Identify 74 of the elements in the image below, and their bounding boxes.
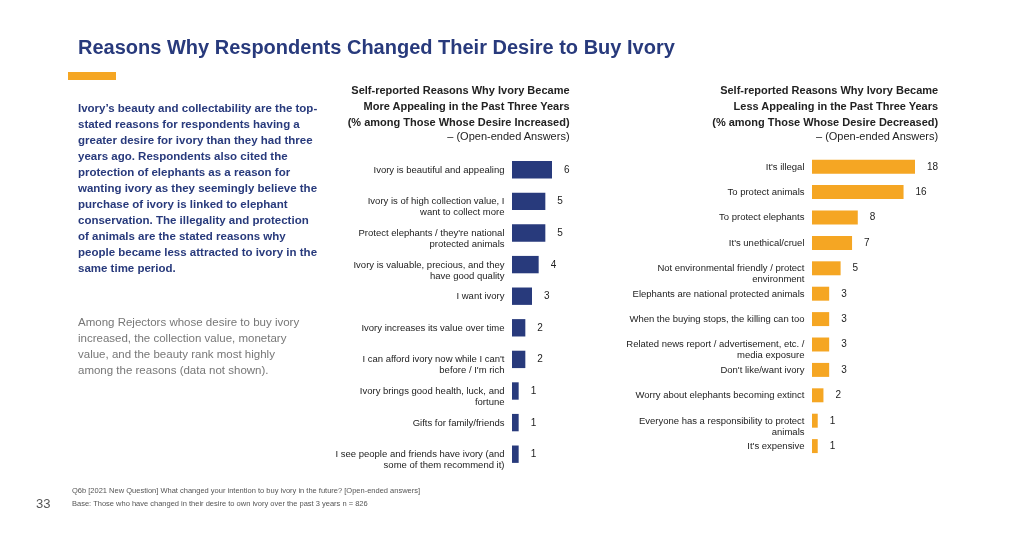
- bar: [512, 319, 526, 337]
- data-label: 1: [530, 416, 537, 428]
- y-tick-label: It's illegal: [765, 160, 805, 172]
- data-label: 4: [550, 258, 557, 270]
- bar: [512, 382, 519, 400]
- bar: [512, 192, 546, 211]
- y-tick-label: I can afford ivory now while I can't before / I'm rich: [362, 353, 505, 376]
- data-label: 5: [557, 195, 564, 207]
- data-label: 18: [927, 160, 939, 172]
- bar: [512, 287, 532, 305]
- bar: [812, 312, 830, 327]
- y-tick-label: Worry about elephants becoming extinct: [635, 389, 805, 401]
- data-label: 5: [852, 262, 859, 274]
- bar: [812, 413, 818, 428]
- bar: [812, 159, 915, 174]
- data-label: 5: [557, 227, 564, 238]
- bar: [512, 161, 552, 179]
- data-label: 3: [841, 338, 848, 350]
- y-tick-label: Ivory brings good health, luck, and fortune: [359, 385, 505, 407]
- bar: [812, 388, 824, 403]
- y-tick-label: Everyone has a responsibility to protect animals: [638, 414, 805, 437]
- y-tick-label: I want ivory: [456, 290, 505, 302]
- bar: [512, 350, 526, 369]
- y-tick-label: I see people and friends have ivory (and some of them recommend it): [335, 448, 505, 471]
- data-label: 2: [537, 321, 544, 333]
- bar: [812, 362, 830, 377]
- y-tick-label: To protect elephants: [719, 211, 805, 223]
- y-tick-label: Ivory increases its value over time: [361, 321, 505, 333]
- data-label: 3: [841, 287, 848, 299]
- y-tick-label: Don't like/want ivory: [720, 363, 805, 375]
- y-tick-label: When the buying stops, the killing can too: [629, 313, 805, 325]
- bar: [512, 445, 519, 463]
- y-tick-label: It's unethical/cruel: [728, 236, 805, 248]
- y-tick-label: Not environmental friendly / protect environment: [657, 262, 805, 285]
- chart-title: Self-reported Reasons Why Ivory Became Less Appealing in the Past Three Years (% among Those Whose Desire Decreased): [712, 84, 939, 128]
- bar: [512, 224, 546, 242]
- bar: [512, 413, 519, 432]
- bar: [812, 286, 830, 301]
- y-tick-label: Ivory is valuable, precious, and they have good quality: [353, 258, 505, 281]
- text: Reasons Why Respondents Changed Their Desire to Buy Ivory: [78, 36, 675, 59]
- data-label: 1: [530, 448, 537, 460]
- data-label: 1: [829, 414, 836, 426]
- bar: [812, 439, 818, 454]
- y-tick-label: Protect elephants / they're national protected animals: [358, 227, 505, 249]
- bar: [812, 261, 841, 276]
- bar: [812, 235, 853, 250]
- chart-subtitle: – (Open-ended Answers): [447, 130, 570, 142]
- bar: [812, 185, 904, 200]
- y-tick-label: Ivory is beautiful and appealing: [373, 163, 505, 175]
- data-label: 2: [537, 353, 544, 365]
- y-tick-label: To protect animals: [727, 186, 805, 198]
- data-label: 8: [869, 211, 876, 223]
- data-label: 16: [915, 186, 928, 198]
- y-tick-label: It's expensive: [747, 440, 805, 452]
- y-tick-label: Related news report / advertisement, etc. / media exposure: [626, 338, 805, 361]
- chart-subtitle: – (Open-ended Answers): [816, 130, 939, 142]
- data-label: 1: [829, 440, 836, 452]
- bar: [812, 210, 858, 225]
- data-label: 3: [544, 290, 550, 302]
- data-label: 7: [864, 236, 871, 248]
- y-tick-label: Elephants are national protected animals: [632, 287, 805, 299]
- bar: [512, 255, 539, 274]
- data-label: 3: [841, 363, 848, 375]
- text: Ivory’s beauty and collectability are the top-stated reasons for respondents having a greater desire for ivory than they had three years ago. Respondents also cited the protection of elephants as a reason for wanting ivory as they seemingly believe the purchase of ivory is linked to elephant conservation. The illegality and protection of animals are the stated reasons why people became less attracted to ivory in the same time period.: [78, 102, 318, 274]
- data-label: 6: [564, 163, 570, 175]
- y-tick-label: Gifts for family/friends: [412, 416, 505, 428]
- data-label: 3: [841, 313, 848, 325]
- data-label: 2: [835, 389, 842, 401]
- text: 33: [36, 496, 51, 511]
- bar: [812, 337, 830, 352]
- y-tick-label: Ivory is of high collection value, I want to collect more: [367, 195, 505, 218]
- data-label: 1: [530, 385, 537, 396]
- chart-title: Self-reported Reasons Why Ivory Became More Appealing in the Past Three Years (% among Those Whose Desire Increased): [347, 84, 570, 128]
- text: Among Rejectors whose desire to buy ivory increased, the collection value, monetary value, and the beauty rank most highly among the reasons (data not shown).: [78, 315, 301, 378]
